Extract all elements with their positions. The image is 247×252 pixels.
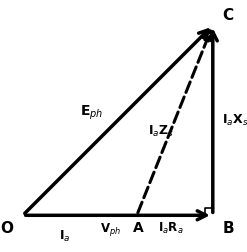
Text: I$_a$X$_s$: I$_a$X$_s$ (222, 113, 247, 128)
Text: E$_{ph}$: E$_{ph}$ (80, 104, 103, 122)
Text: C: C (222, 8, 233, 23)
Text: A: A (133, 221, 144, 235)
Text: I$_a$: I$_a$ (59, 229, 70, 244)
Text: I$_a$Z$_s$: I$_a$Z$_s$ (148, 124, 175, 139)
Text: O: O (0, 221, 13, 236)
Text: B: B (222, 221, 234, 236)
Text: V$_{ph}$: V$_{ph}$ (100, 221, 121, 238)
Text: I$_a$R$_a$: I$_a$R$_a$ (158, 221, 184, 236)
